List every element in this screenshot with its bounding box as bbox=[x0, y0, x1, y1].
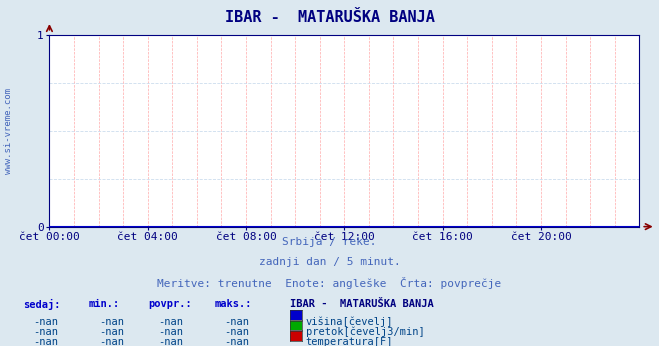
Text: -nan: -nan bbox=[158, 337, 183, 346]
Text: zadnji dan / 5 minut.: zadnji dan / 5 minut. bbox=[258, 257, 401, 267]
Text: -nan: -nan bbox=[224, 337, 249, 346]
Text: sedaj:: sedaj: bbox=[23, 299, 61, 310]
Text: povpr.:: povpr.: bbox=[148, 299, 192, 309]
Text: -nan: -nan bbox=[33, 327, 58, 337]
Text: višina[čevelj]: višina[čevelj] bbox=[306, 317, 393, 327]
Text: Meritve: trenutne  Enote: angleške  Črta: povprečje: Meritve: trenutne Enote: angleške Črta: … bbox=[158, 277, 501, 289]
Text: -nan: -nan bbox=[224, 327, 249, 337]
Text: -nan: -nan bbox=[158, 327, 183, 337]
Text: -nan: -nan bbox=[99, 327, 124, 337]
Text: www.si-vreme.com: www.si-vreme.com bbox=[4, 89, 13, 174]
Text: min.:: min.: bbox=[89, 299, 120, 309]
Text: maks.:: maks.: bbox=[214, 299, 252, 309]
Text: IBAR -  MATARUŠKA BANJA: IBAR - MATARUŠKA BANJA bbox=[290, 299, 434, 309]
Text: -nan: -nan bbox=[224, 317, 249, 327]
Text: temperatura[F]: temperatura[F] bbox=[306, 337, 393, 346]
Text: Srbija / reke.: Srbija / reke. bbox=[282, 237, 377, 247]
Text: -nan: -nan bbox=[33, 337, 58, 346]
Text: -nan: -nan bbox=[99, 317, 124, 327]
Text: pretok[čevelj3/min]: pretok[čevelj3/min] bbox=[306, 327, 424, 337]
Text: IBAR -  MATARUŠKA BANJA: IBAR - MATARUŠKA BANJA bbox=[225, 10, 434, 25]
Text: -nan: -nan bbox=[99, 337, 124, 346]
Text: -nan: -nan bbox=[33, 317, 58, 327]
Text: -nan: -nan bbox=[158, 317, 183, 327]
